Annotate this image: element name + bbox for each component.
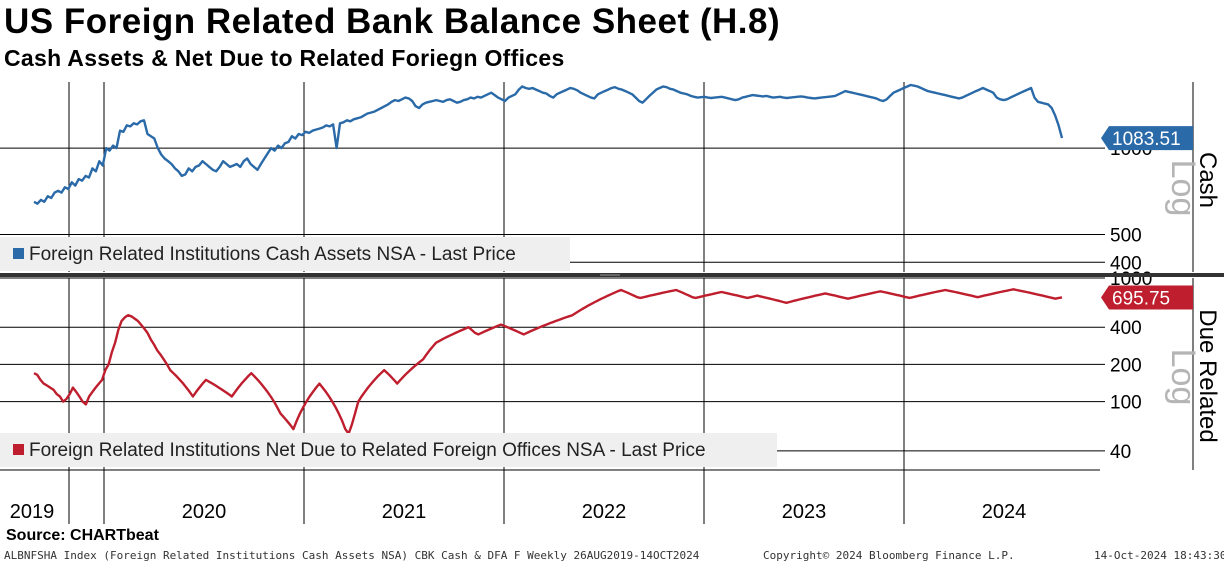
footer-ticker: ALBNFSHA Index (Foreign Related Institut… (4, 549, 700, 562)
last-value-tag (1101, 126, 1193, 151)
panel-label: Due Related (1194, 309, 1221, 442)
x-axis: 2019 2020 2021 2022 2023 2024 (0, 273, 1224, 524)
y-tick-label: 400 (1110, 253, 1142, 274)
x-tick-label: 2021 (382, 501, 427, 523)
x-tick-label: 2022 (582, 501, 627, 523)
y-tick-label: 400 (1110, 318, 1142, 339)
footer-copyright: Copyright© 2024 Bloomberg Finance L.P. (763, 549, 1015, 562)
x-tick-label: 2023 (782, 501, 827, 523)
chart-title: US Foreign Related Bank Balance Sheet (H… (4, 2, 781, 41)
y-tick-label: 500 (1110, 225, 1142, 246)
y-tick-label: 40 (1110, 442, 1131, 463)
legend-label: Foreign Related Institutions Net Due to … (29, 440, 706, 461)
legend-box (0, 433, 777, 467)
chart-subtitle: Cash Assets & Net Due to Related Foriegn… (4, 45, 565, 71)
x-tick-label: 2020 (182, 501, 227, 523)
x-tick-label: 2024 (982, 501, 1027, 523)
series-line-due (33, 288, 1063, 435)
y-tick-label: 100 (1110, 393, 1142, 414)
source-label: Source: CHARTbeat (6, 527, 159, 544)
x-tick-label: 2019 (10, 501, 55, 523)
scale-label: Log (1164, 349, 1202, 406)
legend-box (0, 237, 570, 271)
legend-label: Foreign Related Institutions Cash Assets… (29, 244, 516, 265)
last-value-tag (1101, 285, 1193, 310)
last-value-label: 1083.51 (1112, 129, 1181, 150)
y-tick-label: 200 (1110, 355, 1142, 376)
series-line-cash (33, 83, 1064, 205)
scale-label: Log (1164, 160, 1202, 217)
last-value-label: 695.75 (1112, 288, 1170, 309)
panel-label: Cash (1194, 152, 1221, 208)
legend-swatch (13, 444, 24, 455)
legend-swatch (13, 248, 24, 259)
footer-timestamp: 14-Oct-2024 18:43:30 (1094, 549, 1224, 562)
